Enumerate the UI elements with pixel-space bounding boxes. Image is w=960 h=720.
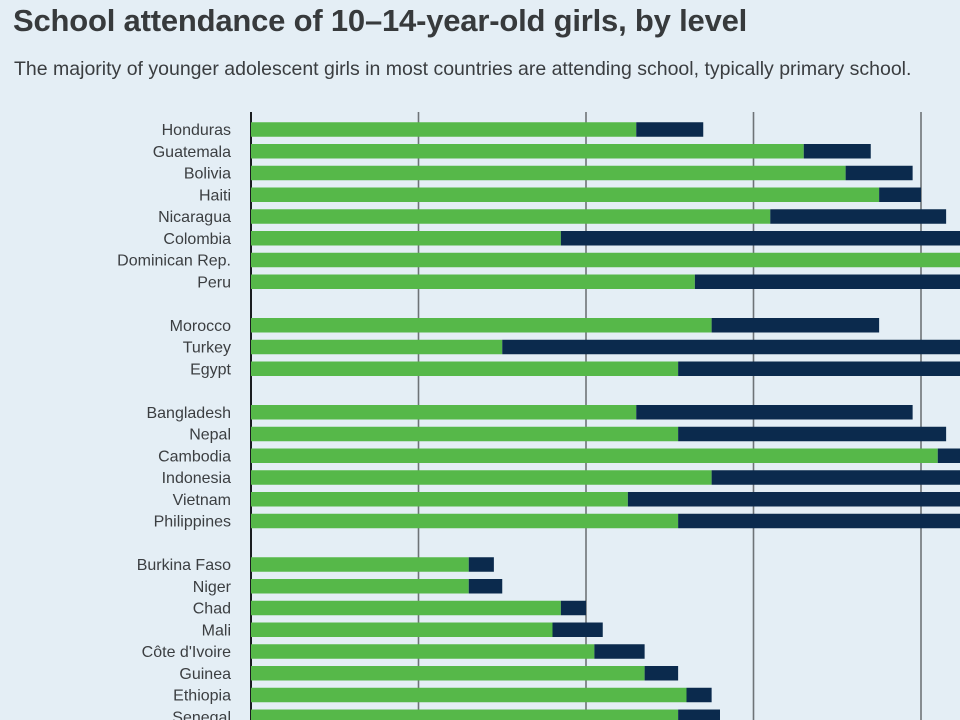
category-label: Nicaragua: [158, 209, 231, 226]
bar-secondary: [468, 579, 503, 594]
category-label: Cambodia: [158, 448, 231, 465]
category-label: Mali: [202, 622, 231, 639]
bar-secondary: [845, 165, 913, 181]
chart-subtitle: The majority of younger adolescent girls…: [14, 58, 912, 80]
bar-secondary: [594, 644, 645, 659]
bar-primary: [251, 687, 687, 703]
bar-primary: [251, 644, 595, 659]
bar-primary: [251, 318, 712, 333]
category-label: Honduras: [162, 122, 231, 139]
category-label: Egypt: [190, 361, 231, 378]
bar-primary: [251, 231, 561, 246]
category-label: Chad: [193, 601, 231, 618]
bar-primary: [251, 339, 503, 355]
bar-primary: [251, 579, 469, 594]
bar-secondary: [468, 557, 494, 572]
bar-secondary: [560, 231, 960, 246]
bar-primary: [251, 165, 846, 181]
bar-primary: [251, 448, 938, 463]
bar-secondary: [678, 709, 720, 720]
category-label: Philippines: [154, 514, 231, 531]
bar-primary: [251, 209, 771, 224]
category-label: Haiti: [199, 187, 231, 204]
bar-secondary: [711, 318, 880, 333]
bar-primary: [251, 361, 679, 376]
bar-secondary: [636, 122, 704, 137]
category-label: Ethiopia: [173, 688, 231, 705]
bar-primary: [251, 470, 712, 485]
category-label: Guinea: [179, 666, 231, 683]
bar-primary: [251, 122, 637, 137]
bar-primary: [251, 622, 553, 637]
bar-secondary: [803, 144, 871, 159]
bar-primary: [251, 492, 628, 507]
category-label: Dominican Rep.: [117, 253, 231, 270]
bar-primary: [251, 666, 645, 681]
bar-secondary: [678, 426, 947, 442]
chart-title: School attendance of 10–14-year-old girl…: [13, 3, 748, 38]
bar-secondary: [560, 600, 586, 616]
bar-primary: [251, 557, 469, 572]
bar-primary: [251, 252, 960, 268]
category-label: Côte d'Ivoire: [142, 644, 231, 661]
bar-primary: [251, 144, 804, 159]
category-label: Nepal: [189, 427, 231, 444]
category-label: Turkey: [183, 340, 231, 357]
category-label: Bangladesh: [146, 405, 231, 422]
bar-secondary: [686, 687, 712, 703]
bar-primary: [251, 187, 880, 202]
bar-primary: [251, 405, 637, 420]
bar-primary: [251, 600, 561, 616]
category-label: Morocco: [170, 318, 231, 335]
bar-secondary: [879, 187, 921, 202]
bar-secondary: [502, 339, 960, 355]
bar-primary: [251, 513, 679, 529]
category-label: Guatemala: [153, 144, 231, 161]
bar-secondary: [678, 513, 960, 529]
bar-secondary: [937, 448, 960, 463]
bar-secondary: [770, 209, 947, 224]
category-label: Colombia: [163, 231, 231, 248]
bar-secondary: [627, 492, 960, 507]
bar-primary: [251, 426, 679, 442]
category-label: Niger: [193, 579, 232, 596]
category-label: Vietnam: [173, 492, 231, 509]
category-label: Bolivia: [184, 166, 231, 183]
bar-secondary: [711, 470, 960, 485]
bar-primary: [251, 274, 695, 289]
bar-primary: [251, 709, 679, 720]
bar-secondary: [694, 274, 960, 289]
bar-secondary: [678, 361, 960, 376]
category-label: Burkina Faso: [137, 557, 231, 574]
category-label: Senegal: [172, 709, 231, 720]
bar-secondary: [636, 405, 913, 420]
category-label: Peru: [197, 274, 231, 291]
bar-secondary: [644, 666, 679, 681]
bar-secondary: [552, 622, 603, 637]
category-label: Indonesia: [162, 470, 231, 487]
